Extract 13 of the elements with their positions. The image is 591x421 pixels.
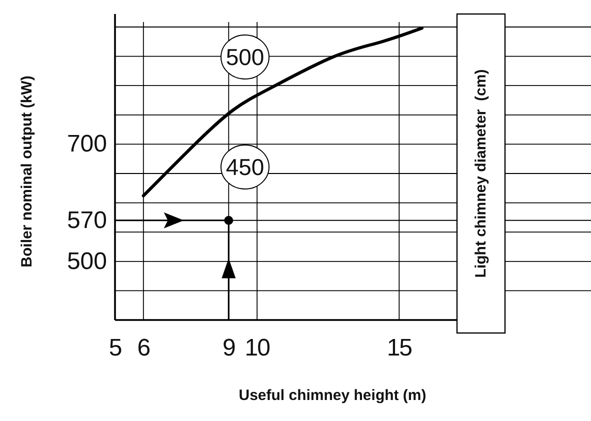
x-tick-label: 6 (137, 334, 150, 362)
x-tick-label: 10 (244, 334, 270, 362)
y-tick-label: 700 (66, 130, 107, 158)
annotation: 500 (226, 44, 264, 70)
y2-axis-title: Light chimney diameter (cm) (472, 69, 490, 278)
x-tick-label: 15 (386, 334, 412, 362)
y-tick-label: 570 (66, 206, 107, 234)
y-tick-label: 500 (66, 248, 107, 275)
annotation: 450 (226, 154, 264, 180)
x-tick-label: 9 (222, 334, 236, 362)
x-tick-label: 5 (108, 334, 122, 362)
x-axis-title: Useful chimney height (m) (238, 387, 426, 404)
y-axis-title: Boiler nominal output (kW) (18, 76, 36, 268)
